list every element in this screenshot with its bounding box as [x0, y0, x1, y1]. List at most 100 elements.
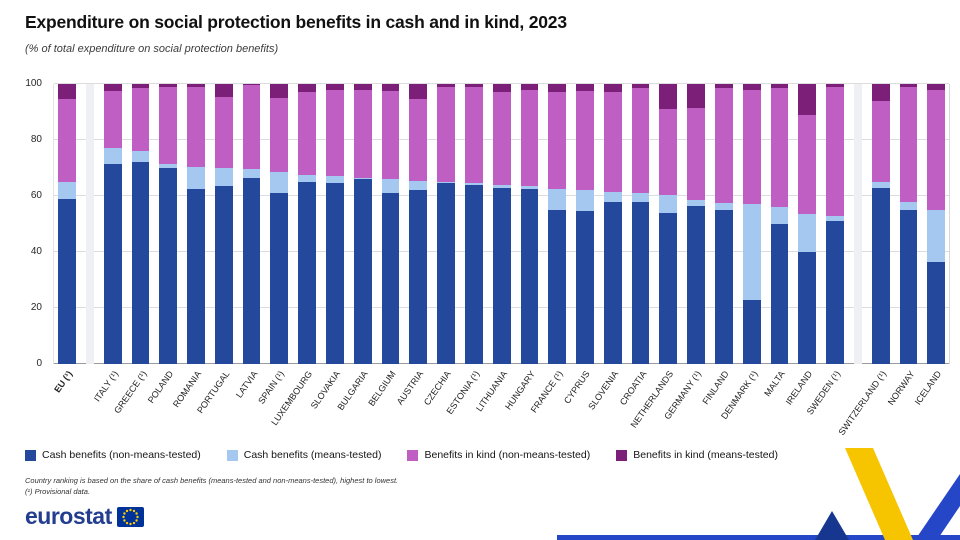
bar-group [381, 84, 400, 364]
bar-segment [714, 203, 733, 210]
bar-group [631, 84, 650, 364]
x-tick-label: MALTA [762, 369, 788, 399]
bar-stack [131, 84, 150, 364]
bar-segment [242, 84, 261, 86]
bar-segment [58, 99, 76, 183]
bar-segment [687, 107, 705, 201]
bar-segment [159, 168, 178, 364]
bar-group [159, 84, 178, 364]
bar-group [714, 84, 733, 364]
bar-segment [548, 189, 567, 210]
bar-segment [742, 89, 761, 205]
bar-segment [270, 193, 289, 364]
bar-segment [437, 86, 455, 183]
bar-stack [437, 84, 455, 364]
bar-segment [742, 204, 761, 300]
bar-group [742, 84, 761, 364]
y-tick-label: 0 [36, 358, 42, 369]
bar-segment [409, 99, 428, 181]
bar-segment [798, 214, 817, 252]
bar-segment [131, 84, 150, 89]
bar-segment [687, 200, 705, 206]
bar-stack [687, 84, 705, 364]
bar-stack [826, 84, 844, 364]
x-tick-label: CZECHIA [422, 369, 454, 408]
bar-segment [58, 182, 76, 199]
bar-segment [770, 84, 789, 89]
bar-segment [437, 182, 455, 184]
bar-stack [770, 84, 789, 364]
bar-stack [381, 84, 400, 364]
bar-segment [131, 151, 150, 163]
bar-group [798, 84, 817, 364]
legend-label: Benefits in kind (non-means-tested) [424, 449, 591, 461]
bar-group [659, 84, 678, 364]
bar-segment [798, 252, 817, 364]
bar-segment [492, 84, 511, 93]
bar-segment [353, 177, 372, 180]
bar-segment [270, 98, 289, 173]
bar-stack [270, 84, 289, 364]
bar-gap [853, 84, 862, 364]
bar-group [353, 84, 372, 364]
bar-segment [631, 201, 650, 364]
bar-segment [187, 84, 205, 87]
bar-group [687, 84, 705, 364]
legend: Cash benefits (non-means-tested) Cash ben… [25, 449, 778, 461]
bar-segment [520, 84, 539, 90]
x-tick-label: ITALY (¹) [91, 369, 121, 404]
bar-segment [214, 96, 233, 169]
bar-segment [242, 177, 261, 364]
bar-segment [659, 109, 678, 195]
y-axis: 0 20 40 60 80 100 [12, 78, 44, 369]
bar-segment [326, 84, 344, 90]
bar-stack [927, 84, 946, 364]
bar-segment [520, 189, 539, 364]
x-tick-label: CYPRUS [562, 369, 593, 406]
bar-segment [576, 190, 594, 212]
bar-segment [103, 91, 122, 149]
x-tick-label: ICELAND [912, 369, 944, 407]
bar-segment [242, 169, 261, 178]
plot-area [53, 83, 950, 364]
bar-segment [899, 84, 918, 87]
bar-segment [576, 84, 594, 92]
bar-segment [714, 210, 733, 364]
footer-blue-strip [557, 535, 960, 540]
bar-segment [270, 84, 289, 99]
bar-stack [353, 84, 372, 364]
bar-stack [631, 84, 650, 364]
legend-item: Cash benefits (means-tested) [226, 449, 381, 461]
bar-segment [770, 207, 789, 224]
bar-segment [131, 162, 150, 364]
bar-segment [326, 176, 344, 184]
bar-segment [298, 175, 317, 182]
bar-segment [927, 210, 946, 262]
bar-segment [548, 210, 567, 364]
bar-segment [270, 172, 289, 194]
bar-segment [871, 84, 890, 101]
x-tick-label: LATVIA [233, 369, 260, 400]
bar-segment [298, 84, 317, 93]
bar-group [770, 84, 789, 364]
bar-stack [58, 84, 76, 364]
y-tick-label: 60 [30, 190, 42, 201]
bar-segment [103, 84, 122, 92]
bar-segment [187, 189, 205, 364]
bar-segment [159, 86, 178, 164]
bar-segment [464, 183, 483, 185]
bar-segment [326, 183, 344, 364]
gridline-100 [54, 83, 949, 84]
bar-group [576, 84, 594, 364]
x-tick-label: EU (¹) [52, 369, 75, 395]
y-tick-label: 40 [30, 246, 42, 257]
footnotes: Country ranking is based on the share of… [25, 476, 398, 498]
bar-segment [927, 84, 946, 90]
bar-segment [631, 84, 650, 89]
bar-segment [492, 92, 511, 185]
bar-segment [603, 84, 622, 93]
bar-segment [464, 86, 483, 184]
bar-segment [353, 84, 372, 90]
bar-group [603, 84, 622, 364]
bar-segment [826, 84, 844, 87]
